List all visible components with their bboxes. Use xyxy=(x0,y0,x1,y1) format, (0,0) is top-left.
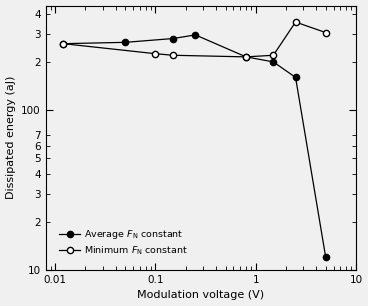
Minimum $F_{\mathrm{N}}$ constant xyxy=(171,54,175,57)
Average $F_{\mathrm{N}}$ constant xyxy=(193,33,198,37)
Average $F_{\mathrm{N}}$ constant xyxy=(171,37,175,40)
Average $F_{\mathrm{N}}$ constant xyxy=(271,60,276,64)
Average $F_{\mathrm{N}}$ constant xyxy=(293,76,298,79)
Legend: Average $F_{\mathrm{N}}$ constant, Minimum $F_{\mathrm{N}}$ constant: Average $F_{\mathrm{N}}$ constant, Minim… xyxy=(57,226,191,260)
Average $F_{\mathrm{N}}$ constant xyxy=(123,40,128,44)
Minimum $F_{\mathrm{N}}$ constant xyxy=(61,42,66,46)
X-axis label: Modulation voltage (V): Modulation voltage (V) xyxy=(137,290,264,300)
Line: Minimum $F_{\mathrm{N}}$ constant: Minimum $F_{\mathrm{N}}$ constant xyxy=(60,19,329,60)
Line: Average $F_{\mathrm{N}}$ constant: Average $F_{\mathrm{N}}$ constant xyxy=(60,32,329,260)
Minimum $F_{\mathrm{N}}$ constant xyxy=(323,31,328,34)
Minimum $F_{\mathrm{N}}$ constant xyxy=(293,20,298,24)
Average $F_{\mathrm{N}}$ constant xyxy=(323,256,328,259)
Minimum $F_{\mathrm{N}}$ constant xyxy=(244,55,248,59)
Average $F_{\mathrm{N}}$ constant xyxy=(244,55,248,59)
Minimum $F_{\mathrm{N}}$ constant xyxy=(271,54,276,57)
Minimum $F_{\mathrm{N}}$ constant xyxy=(153,52,158,56)
Average $F_{\mathrm{N}}$ constant xyxy=(61,42,66,46)
Y-axis label: Dissipated energy (aJ): Dissipated energy (aJ) xyxy=(6,76,15,200)
